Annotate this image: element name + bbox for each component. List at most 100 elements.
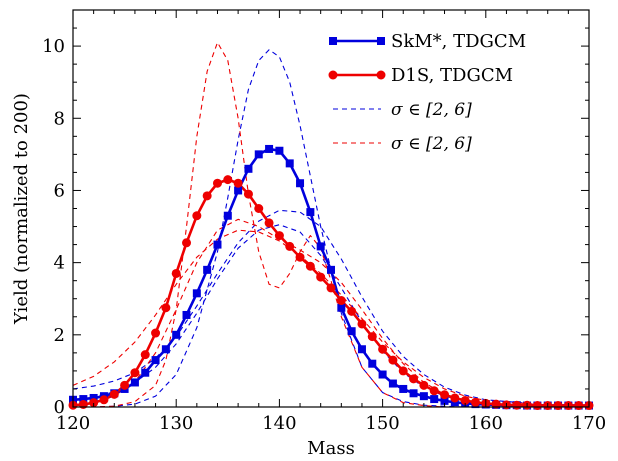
y-tick-label: 4 (54, 253, 65, 274)
data-point (151, 328, 161, 338)
data-point (151, 356, 160, 365)
y-tick-label: 0 (54, 397, 65, 418)
data-point (140, 350, 150, 360)
data-point (440, 396, 449, 405)
data-point (409, 389, 418, 398)
x-tick-label: 170 (572, 413, 606, 434)
data-point (460, 396, 470, 406)
data-point (440, 390, 450, 400)
legend-marker (376, 70, 386, 80)
data-point (161, 345, 170, 354)
data-point (305, 261, 315, 271)
data-point (378, 344, 388, 354)
data-point (120, 380, 130, 390)
y-tick-label: 6 (54, 180, 65, 201)
data-point (254, 204, 264, 213)
data-point (203, 265, 212, 274)
data-point (192, 289, 201, 298)
data-point (130, 368, 140, 378)
series-line-5 (73, 41, 589, 408)
plot-markers (68, 144, 594, 411)
data-point (419, 380, 429, 390)
series-line-6 (72, 229, 590, 407)
data-point (223, 211, 232, 220)
data-point (264, 218, 274, 228)
tick-labels: 120 130 140 150 160 170 0 2 4 6 8 10 (42, 36, 606, 434)
x-tick-label: 160 (469, 413, 503, 434)
data-point (367, 332, 377, 342)
data-point (141, 368, 150, 377)
data-point (388, 355, 398, 365)
data-point (182, 310, 191, 319)
series-line-3 (72, 209, 590, 406)
data-point (223, 175, 233, 185)
data-point (182, 238, 192, 248)
y-axis-title: Yield (normalized to 200) (11, 93, 32, 325)
data-point (265, 144, 274, 153)
data-point (378, 370, 387, 379)
legend: SkM*, TDGCM D1S, TDGCM σ ∈ [2, 6] σ ∈ [2, 6… (328, 31, 526, 154)
data-point (130, 378, 139, 387)
data-point (398, 366, 408, 376)
data-point (409, 374, 419, 384)
x-axis-title: Mass (307, 438, 355, 459)
data-point (553, 401, 563, 411)
data-point (79, 395, 88, 404)
data-point (202, 191, 212, 201)
data-point (306, 208, 315, 217)
data-point (347, 306, 357, 316)
x-tick-label: 130 (159, 413, 193, 434)
data-point (336, 296, 346, 306)
data-point (213, 240, 222, 249)
data-point (109, 389, 119, 399)
data-point (243, 189, 253, 199)
data-point (233, 178, 243, 188)
x-tick-label: 120 (56, 413, 90, 434)
legend-marker (377, 37, 385, 45)
data-point (512, 400, 522, 410)
data-point (357, 345, 366, 354)
data-point (89, 398, 99, 408)
data-point (470, 397, 480, 407)
x-tick-label: 150 (365, 413, 399, 434)
axis-ticks (72, 9, 590, 408)
x-tick-label: 140 (262, 413, 296, 434)
series-line-0 (72, 147, 589, 407)
plot-lines (72, 41, 590, 408)
data-point (192, 211, 202, 221)
y-tick-label: 2 (54, 325, 65, 346)
data-point (368, 359, 377, 368)
series-line-4 (72, 224, 590, 407)
legend-label: SkM*, TDGCM (391, 31, 526, 52)
data-point (295, 252, 305, 262)
data-point (89, 393, 98, 402)
data-point (450, 393, 460, 403)
data-point (316, 242, 325, 251)
data-point (172, 330, 181, 339)
data-point (78, 399, 88, 409)
data-point (285, 241, 295, 251)
data-point (234, 186, 243, 195)
legend-label: σ ∈ [2, 6] (391, 134, 472, 154)
data-point (316, 272, 326, 282)
y-tick-label: 10 (42, 36, 65, 57)
legend-label: D1S, TDGCM (391, 65, 513, 86)
legend-marker (329, 37, 337, 45)
data-point (275, 146, 284, 155)
data-point (171, 268, 181, 278)
data-point (327, 265, 335, 274)
data-point (429, 386, 439, 396)
data-point (99, 395, 109, 405)
data-point (347, 327, 356, 336)
data-point (491, 399, 501, 409)
data-point (244, 164, 253, 173)
data-point (357, 319, 367, 329)
data-point (388, 379, 397, 388)
series-line-7 (72, 218, 590, 408)
legend-label: σ ∈ [2, 6] (391, 100, 472, 120)
data-point (326, 283, 336, 293)
data-point (532, 401, 542, 411)
legend-marker (328, 70, 338, 80)
y-tick-label: 8 (54, 108, 65, 129)
